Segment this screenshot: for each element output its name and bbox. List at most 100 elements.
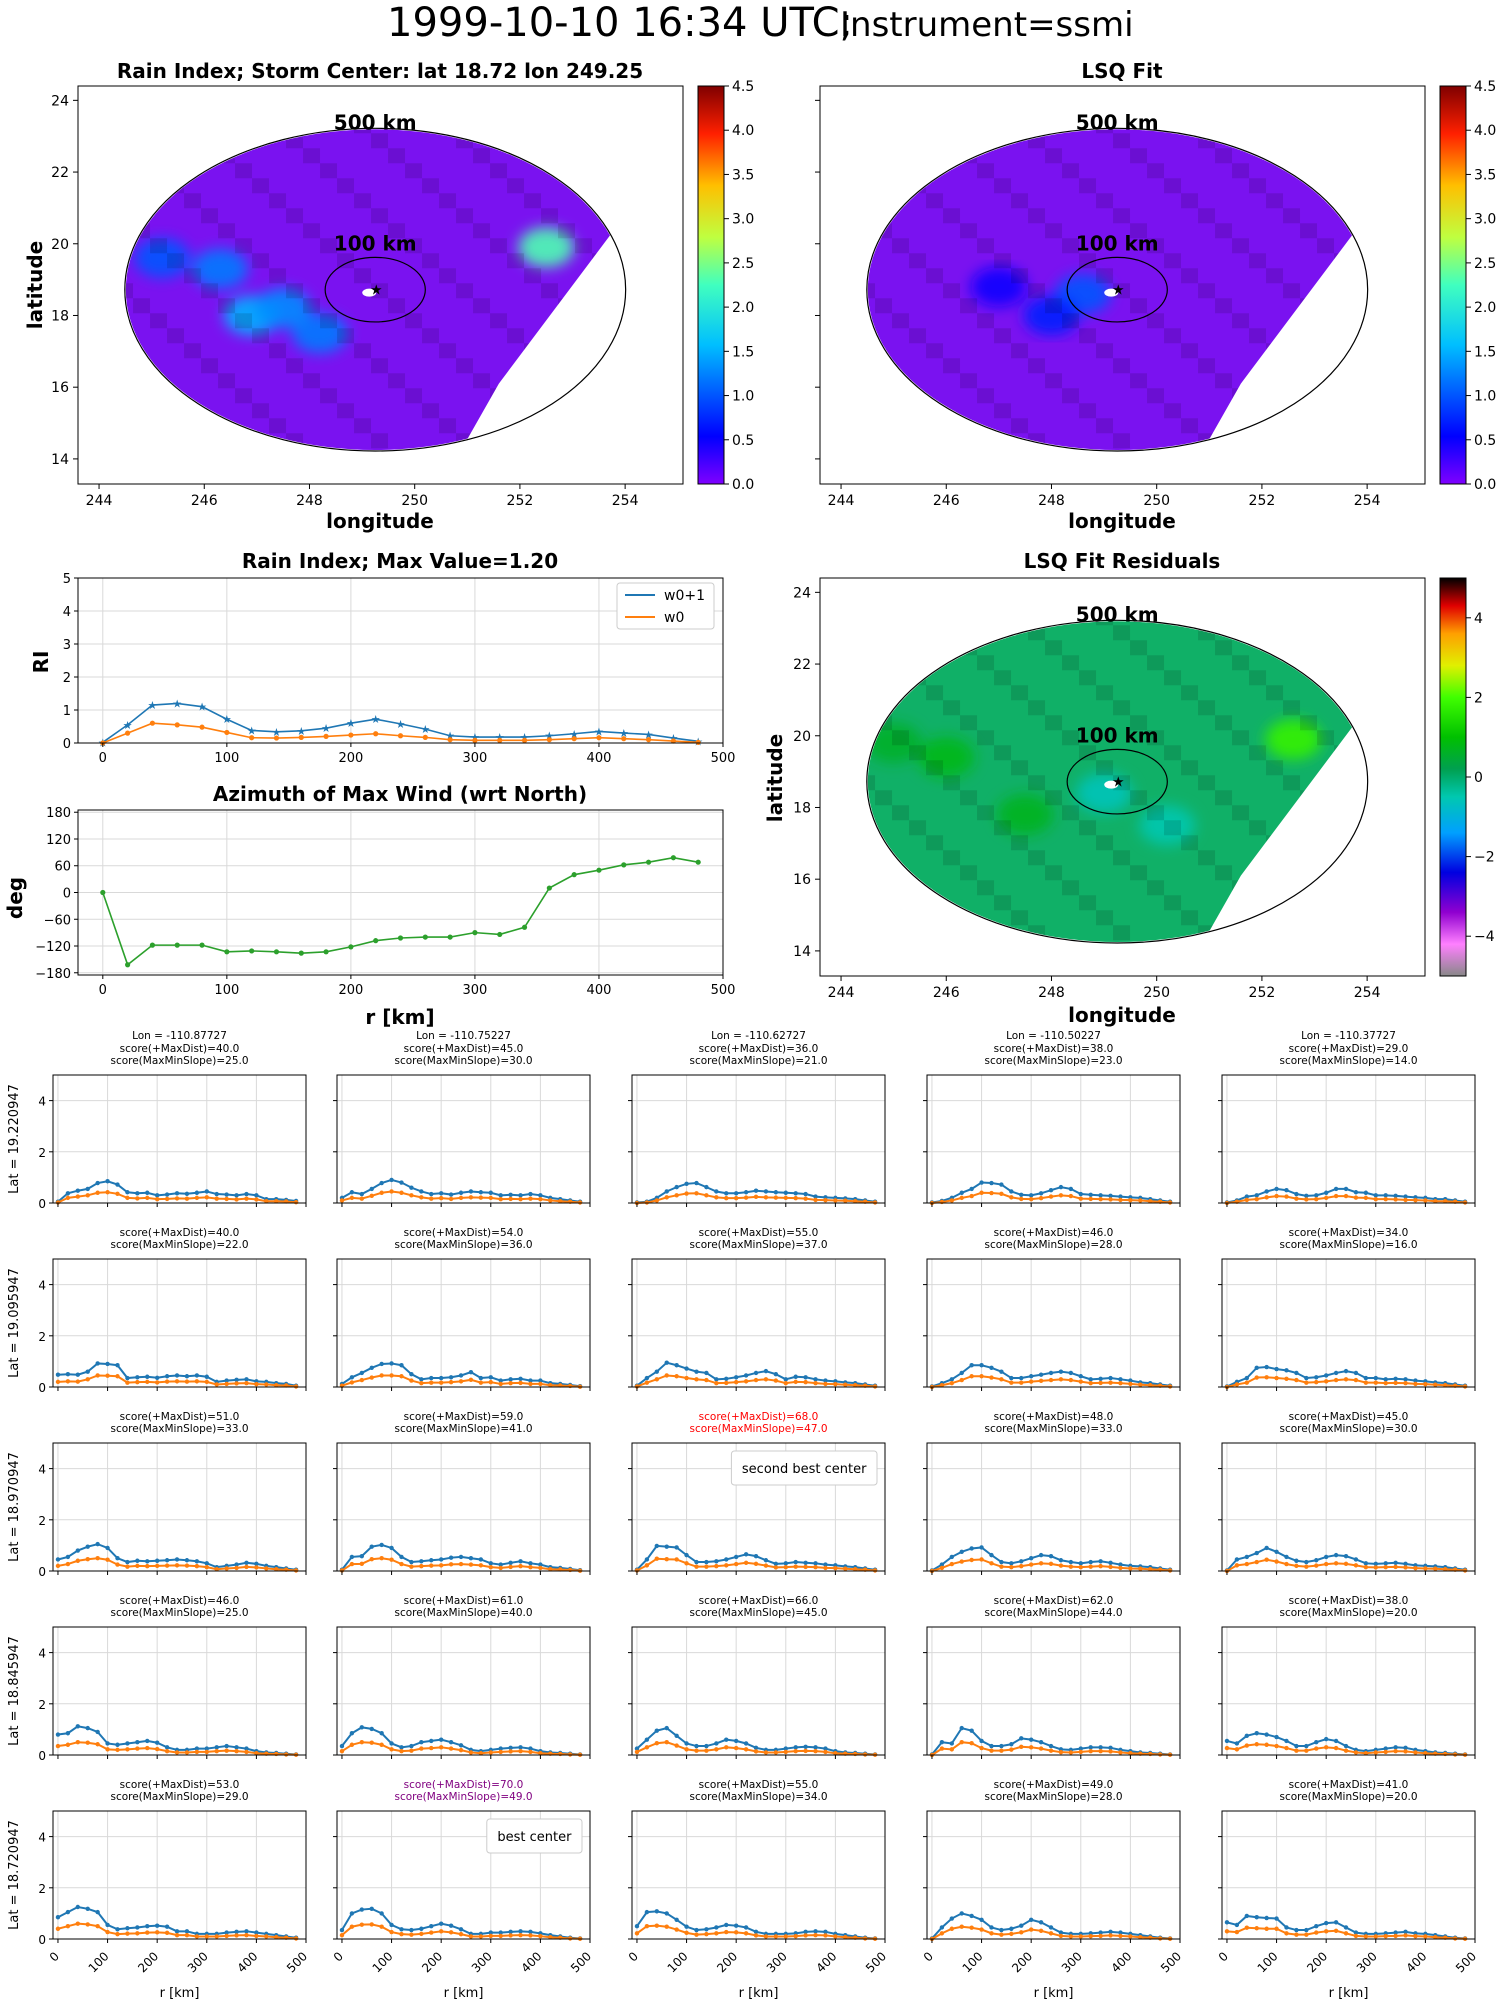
rain-pixel <box>218 148 236 164</box>
panel-marker <box>429 1375 434 1381</box>
rain-pixel <box>592 253 610 269</box>
panel-plot-area <box>53 1811 306 1939</box>
panel-marker <box>498 1565 503 1571</box>
panel-xtick-label: 400 <box>234 1949 260 1975</box>
panel-legend-box <box>730 1450 878 1486</box>
rain-pixel <box>354 343 372 359</box>
az-xtick-label: 200 <box>338 983 363 998</box>
panel-marker <box>634 1384 640 1389</box>
res-pixel <box>867 700 876 716</box>
rain-pixel <box>507 328 525 344</box>
panel-xlabel: r [km] <box>739 1986 779 2000</box>
az-ytick-label: −180 <box>35 967 71 982</box>
fit-pixel <box>875 148 893 164</box>
res-swath-blobs <box>867 719 1322 846</box>
lsq-residuals-map-xlabel: longitude <box>1068 1003 1176 1027</box>
panel-marker <box>634 1749 640 1755</box>
panel-marker <box>518 1929 523 1934</box>
panel-marker <box>1403 1380 1408 1386</box>
res-pixel <box>1334 895 1352 911</box>
panel-marker <box>753 1749 759 1754</box>
panel-marker <box>714 1741 719 1746</box>
panel-marker <box>419 1931 424 1937</box>
panel-frame <box>631 1810 886 1940</box>
panel-marker <box>1423 1381 1428 1387</box>
panel-marker <box>85 1557 90 1562</box>
panel-marker <box>763 1750 769 1755</box>
fit-ring-500 <box>866 127 1369 452</box>
rain-pixel <box>184 193 202 209</box>
panel-marker <box>1108 1933 1113 1938</box>
panel-marker <box>773 1565 779 1570</box>
panel-frame <box>52 1258 307 1388</box>
panel-marker <box>862 1936 868 1941</box>
res-pixel <box>1266 910 1284 926</box>
panel-marker <box>1403 1749 1408 1754</box>
rain-blob-3 <box>292 313 348 354</box>
rain-pixel <box>439 193 457 209</box>
panel-marker <box>1098 1376 1103 1382</box>
panel-marker <box>419 1740 424 1745</box>
panel-marker <box>389 1373 394 1378</box>
ri-marker: ★ <box>197 701 207 714</box>
panel-marker <box>823 1749 828 1755</box>
ri-xtick-label: 500 <box>711 751 736 766</box>
panel-marker <box>1323 1373 1329 1378</box>
rain-ytick-label: 22 <box>51 165 69 181</box>
ri-series-0 <box>102 702 699 743</box>
panel-xtick-label: 300 <box>469 1949 495 1975</box>
panel-marker <box>959 1725 964 1731</box>
panel-marker <box>694 1377 699 1382</box>
lsq-residuals-map-frame <box>819 577 1426 977</box>
panel-marker <box>508 1380 513 1386</box>
panel-marker <box>694 1748 699 1753</box>
panel-marker <box>1088 1377 1093 1382</box>
panel-marker <box>724 1376 729 1382</box>
panel-marker <box>244 1932 249 1938</box>
fit-pixel <box>1249 178 1267 194</box>
rain-ytick-label: 16 <box>51 380 69 396</box>
panel-marker <box>1058 1377 1064 1382</box>
panel-score-maxdist: score(+MaxDist)=66.0 <box>699 1595 819 1607</box>
rain-pixel <box>422 178 440 194</box>
panel-marker <box>664 1725 669 1731</box>
panel-marker <box>349 1742 355 1747</box>
panel-marker <box>1304 1932 1309 1937</box>
panel-marker <box>283 1752 289 1757</box>
panel-marker <box>743 1379 749 1384</box>
panel-marker <box>409 1748 414 1753</box>
panel-marker <box>1333 1552 1339 1558</box>
ri-marker <box>125 730 131 736</box>
panel-xtick-label: 300 <box>1059 1949 1085 1975</box>
fit-pixel <box>943 208 961 224</box>
res-pixel <box>1096 621 1114 626</box>
panel-marker <box>164 1745 170 1750</box>
panel-marker <box>1403 1377 1408 1382</box>
panel-marker <box>1333 1920 1339 1925</box>
panel-score-maxdist: score(+MaxDist)=38.0 <box>994 1043 1114 1055</box>
res-pixel <box>1232 880 1250 896</box>
panel-marker <box>508 1745 513 1751</box>
rain-pixel <box>99 268 116 283</box>
rain-index-legend: w0+1 w0 <box>616 582 715 630</box>
panel-marker <box>115 1747 120 1753</box>
rain-pixel <box>167 328 185 344</box>
panel-marker <box>478 1563 484 1568</box>
panel-marker <box>458 1743 464 1748</box>
ri-marker: ★ <box>247 724 257 737</box>
candidate-panel: score(+MaxDist)=49.0score(MaxMinSlope)=2… <box>921 1779 1184 2001</box>
ri-marker <box>174 722 180 728</box>
azimuth-profile-title: Azimuth of Max Wind (wrt North) <box>213 782 587 806</box>
panel-marker <box>224 1192 229 1197</box>
panel-marker <box>1343 1368 1349 1374</box>
panel-marker <box>254 1930 259 1935</box>
res-pixel <box>909 820 927 836</box>
panel-marker <box>95 1556 100 1561</box>
panel-marker <box>1403 1929 1408 1935</box>
panel-lon-label: Lon = -110.62727 <box>711 1030 806 1042</box>
panel-marker <box>478 1557 484 1562</box>
panel-marker <box>548 1198 553 1203</box>
panel-marker <box>1028 1927 1034 1932</box>
res-center-star: ★ <box>1112 775 1125 791</box>
ri-ytick-label: 4 <box>63 605 71 620</box>
